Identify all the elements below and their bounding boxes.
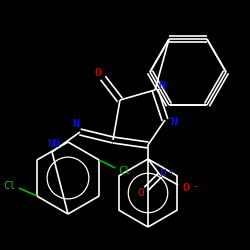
Text: N: N: [72, 119, 80, 129]
Text: O: O: [182, 183, 190, 193]
Text: +: +: [168, 166, 173, 175]
Text: NH: NH: [48, 139, 60, 149]
Text: O: O: [94, 68, 102, 78]
Text: -: -: [192, 181, 198, 191]
Text: O: O: [138, 188, 144, 198]
Text: N: N: [160, 169, 166, 179]
Text: N: N: [159, 81, 166, 91]
Text: N: N: [170, 117, 177, 127]
Text: Cl: Cl: [118, 166, 130, 176]
Text: Cl: Cl: [4, 181, 16, 191]
